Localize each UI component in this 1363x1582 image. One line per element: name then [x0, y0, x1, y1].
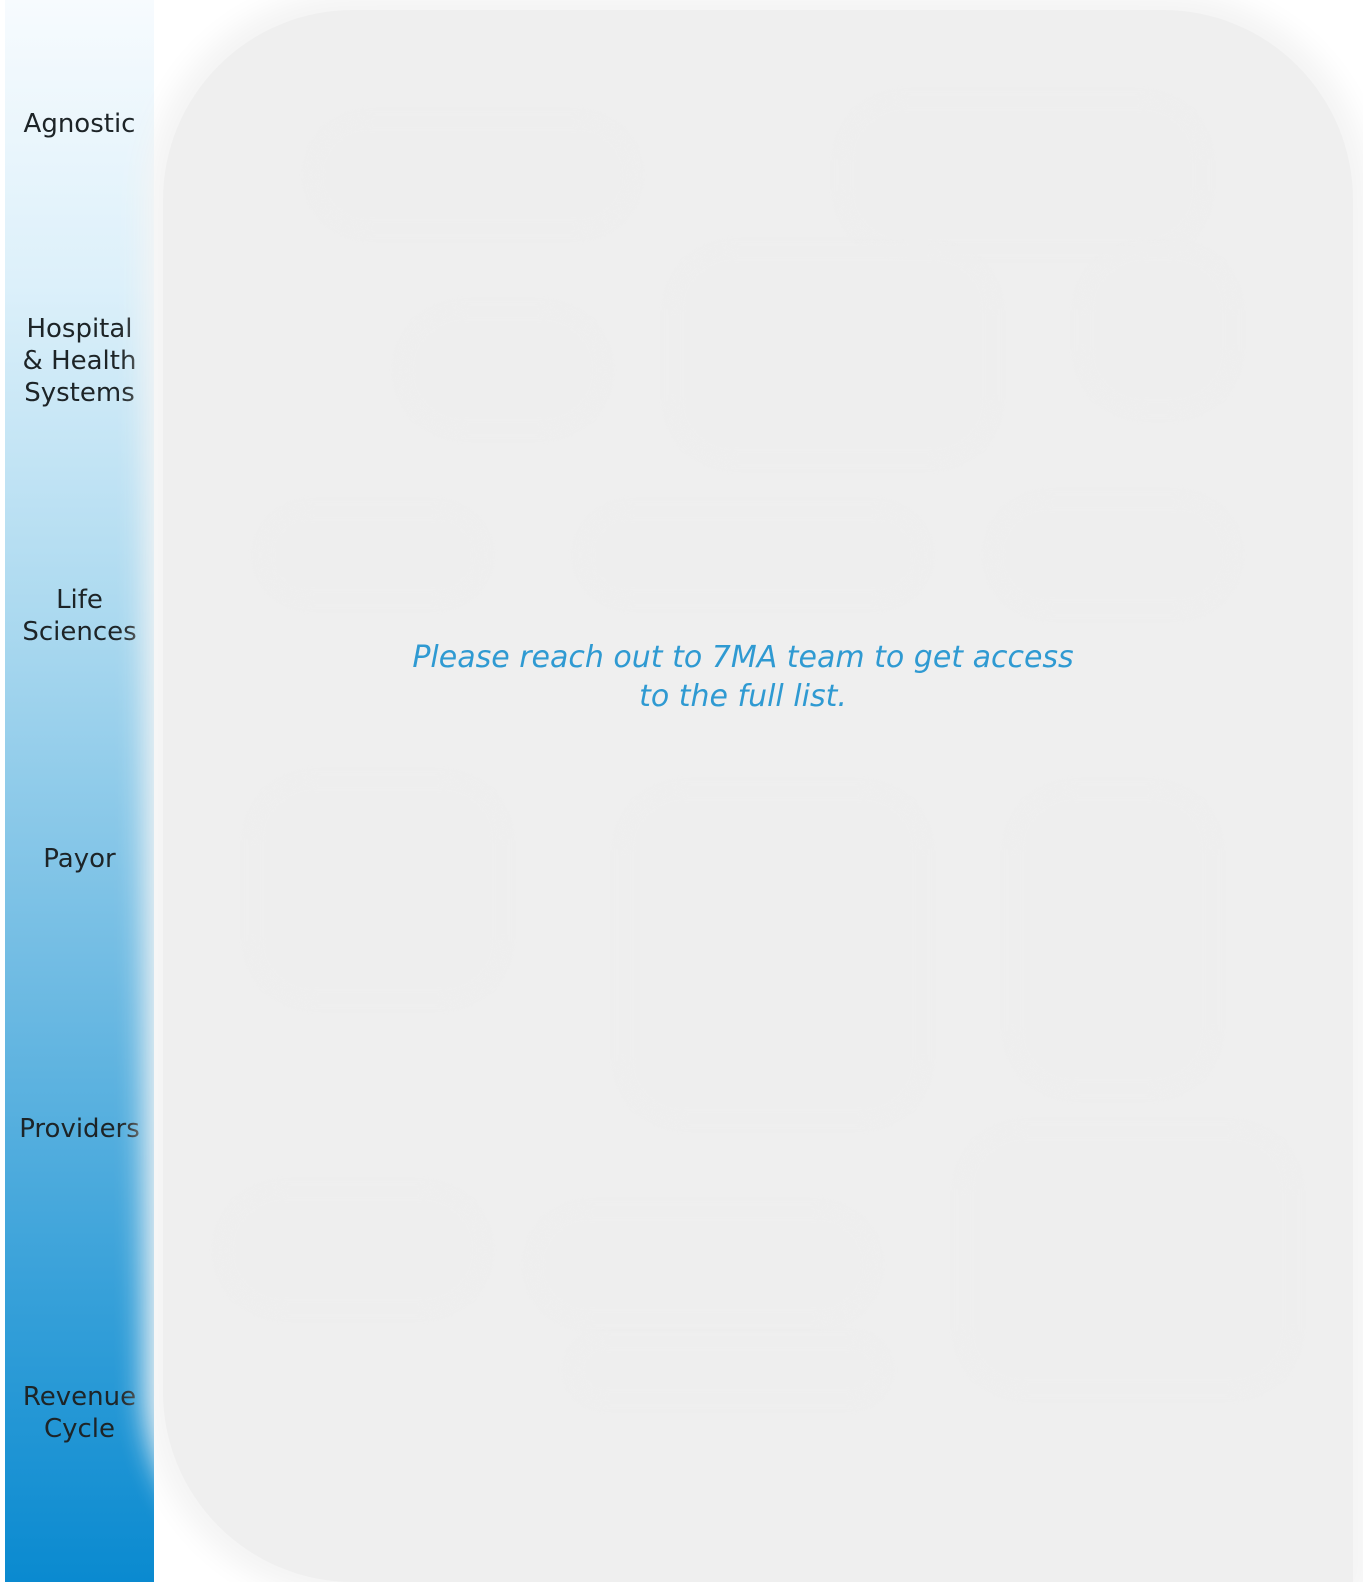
blurred-logo [313, 120, 633, 230]
blurred-company-list-panel: Please reach out to 7MA team to get acce… [163, 10, 1353, 1582]
blurred-logo [993, 500, 1233, 610]
blurred-logo [1083, 250, 1233, 410]
category-label: Revenue Cycle [22, 1382, 137, 1444]
category-life-sciences[interactable]: Life Sciences [5, 485, 154, 746]
blurred-logo [263, 510, 483, 600]
blurred-logo [673, 250, 993, 460]
category-label: Providers [19, 1113, 140, 1144]
blurred-logo [843, 100, 1203, 250]
access-request-message: Please reach out to 7MA team to get acce… [412, 640, 1074, 714]
category-label: Agnostic [23, 108, 136, 139]
blurred-logo [623, 790, 923, 1120]
category-payor[interactable]: Payor [5, 747, 154, 971]
category-label: Payor [43, 844, 116, 874]
blurred-logo [1013, 790, 1213, 1090]
blurred-logo [533, 1210, 873, 1320]
category-providers[interactable]: Providers [5, 972, 154, 1285]
blurred-logo [403, 310, 603, 430]
blurred-logo [963, 1130, 1293, 1390]
blurred-logo [583, 510, 923, 600]
category-label: Hospital & Health Systems [22, 314, 137, 408]
category-agnostic[interactable]: Agnostic [5, 10, 154, 237]
blurred-logo [573, 1340, 883, 1400]
blurred-logo [253, 780, 503, 1000]
category-hospital-health-systems[interactable]: Hospital & Health Systems [5, 238, 154, 484]
category-label: Life Sciences [22, 584, 137, 647]
blurred-logo [223, 1190, 483, 1310]
category-revenue-cycle[interactable]: Revenue Cycle [5, 1286, 154, 1540]
category-sidebar: Agnostic Hospital & Health Systems Life … [5, 0, 154, 1582]
